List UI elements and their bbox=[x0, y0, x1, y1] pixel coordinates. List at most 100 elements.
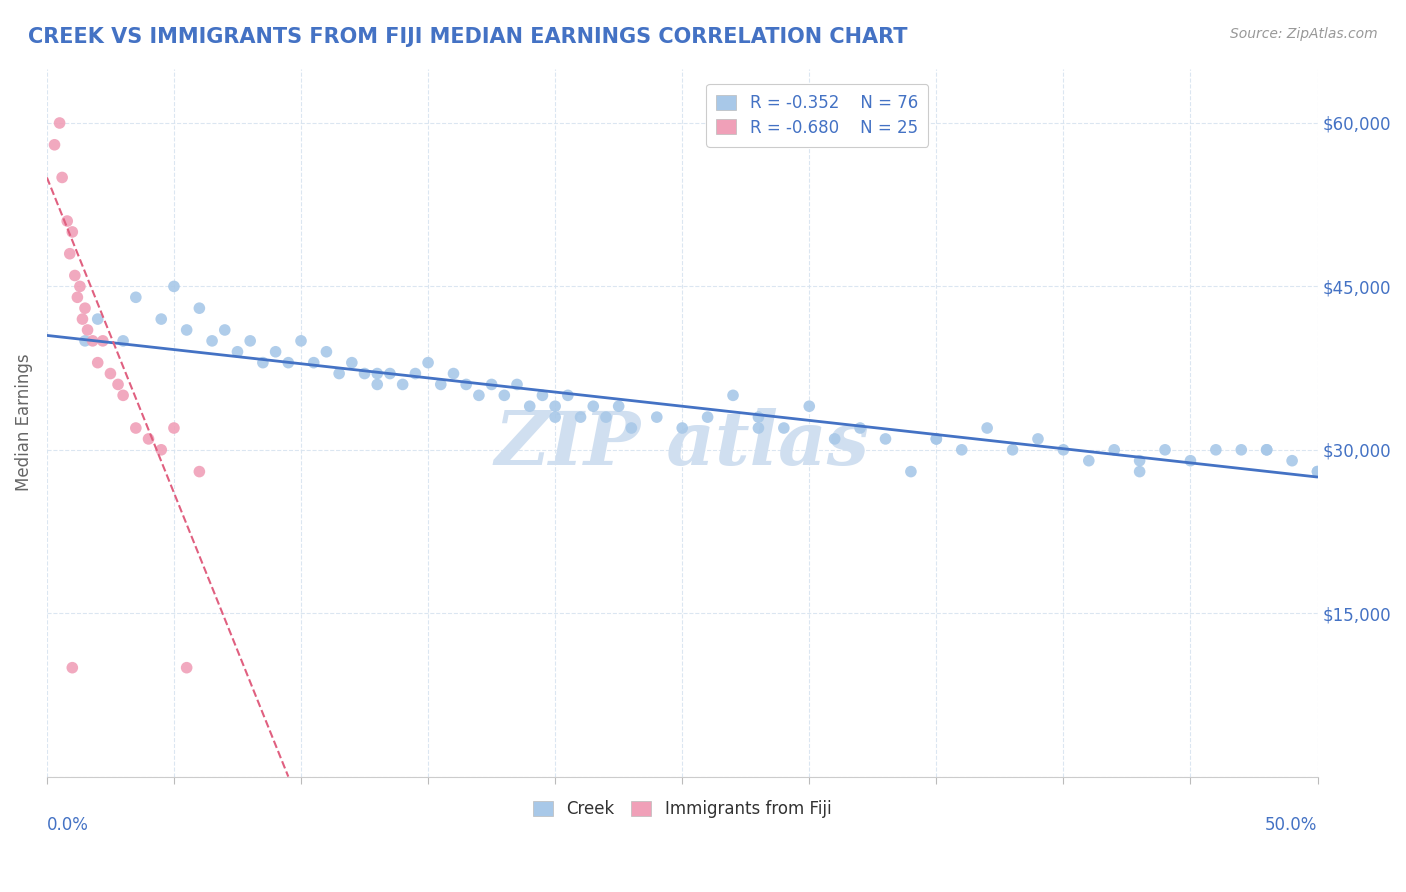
Point bbox=[176, 323, 198, 337]
Point bbox=[1077, 453, 1099, 467]
Point bbox=[925, 432, 948, 446]
Point bbox=[82, 334, 104, 348]
Point bbox=[950, 442, 973, 457]
Point bbox=[302, 356, 325, 370]
Text: ZIP atlas: ZIP atlas bbox=[495, 408, 870, 480]
Point bbox=[773, 421, 796, 435]
Point bbox=[1001, 442, 1024, 457]
Point bbox=[44, 137, 66, 152]
Point bbox=[125, 290, 148, 304]
Text: 0.0%: 0.0% bbox=[46, 815, 89, 833]
Point bbox=[900, 465, 922, 479]
Point bbox=[925, 432, 948, 446]
Text: CREEK VS IMMIGRANTS FROM FIJI MEDIAN EARNINGS CORRELATION CHART: CREEK VS IMMIGRANTS FROM FIJI MEDIAN EAR… bbox=[28, 27, 908, 46]
Point bbox=[1129, 465, 1152, 479]
Point bbox=[1306, 465, 1329, 479]
Point bbox=[494, 388, 516, 402]
Point bbox=[747, 410, 769, 425]
Point bbox=[671, 421, 693, 435]
Point bbox=[1129, 453, 1152, 467]
Point bbox=[391, 377, 413, 392]
Point bbox=[66, 290, 89, 304]
Point bbox=[188, 301, 211, 315]
Point bbox=[125, 421, 148, 435]
Point bbox=[188, 465, 211, 479]
Point bbox=[1256, 442, 1278, 457]
Point bbox=[1281, 453, 1303, 467]
Point bbox=[201, 334, 224, 348]
Point bbox=[747, 421, 769, 435]
Text: 50.0%: 50.0% bbox=[1265, 815, 1317, 833]
Point bbox=[73, 334, 96, 348]
Legend: Creek, Immigrants from Fiji: Creek, Immigrants from Fiji bbox=[526, 794, 838, 825]
Point bbox=[582, 399, 605, 413]
Point bbox=[531, 388, 554, 402]
Point bbox=[150, 312, 173, 326]
Y-axis label: Median Earnings: Median Earnings bbox=[15, 354, 32, 491]
Point bbox=[328, 367, 350, 381]
Point bbox=[481, 377, 503, 392]
Point bbox=[239, 334, 262, 348]
Point bbox=[63, 268, 86, 283]
Point bbox=[76, 323, 98, 337]
Point bbox=[1102, 442, 1125, 457]
Point bbox=[506, 377, 529, 392]
Point bbox=[1154, 442, 1177, 457]
Point bbox=[544, 399, 567, 413]
Point bbox=[91, 334, 114, 348]
Point bbox=[696, 410, 718, 425]
Point bbox=[1205, 442, 1227, 457]
Point bbox=[849, 421, 872, 435]
Point bbox=[176, 661, 198, 675]
Point bbox=[59, 246, 82, 260]
Point bbox=[252, 356, 274, 370]
Point bbox=[107, 377, 129, 392]
Point bbox=[315, 344, 337, 359]
Point bbox=[60, 225, 83, 239]
Point bbox=[456, 377, 478, 392]
Point bbox=[112, 388, 135, 402]
Point bbox=[290, 334, 312, 348]
Text: Source: ZipAtlas.com: Source: ZipAtlas.com bbox=[1230, 27, 1378, 41]
Point bbox=[569, 410, 592, 425]
Point bbox=[443, 367, 465, 381]
Point bbox=[163, 279, 186, 293]
Point bbox=[73, 301, 96, 315]
Point bbox=[645, 410, 668, 425]
Point bbox=[138, 432, 160, 446]
Point bbox=[366, 377, 388, 392]
Point bbox=[51, 170, 73, 185]
Point bbox=[56, 214, 79, 228]
Point bbox=[620, 421, 643, 435]
Point bbox=[976, 421, 998, 435]
Point bbox=[366, 367, 388, 381]
Point bbox=[48, 116, 70, 130]
Point bbox=[378, 367, 401, 381]
Point bbox=[1230, 442, 1253, 457]
Point bbox=[824, 432, 846, 446]
Point bbox=[72, 312, 94, 326]
Point bbox=[1026, 432, 1049, 446]
Point bbox=[112, 334, 135, 348]
Point bbox=[595, 410, 617, 425]
Point bbox=[468, 388, 491, 402]
Point bbox=[214, 323, 236, 337]
Point bbox=[607, 399, 630, 413]
Point bbox=[799, 399, 821, 413]
Point bbox=[430, 377, 453, 392]
Point bbox=[544, 410, 567, 425]
Point bbox=[86, 356, 108, 370]
Point bbox=[1180, 453, 1202, 467]
Point bbox=[721, 388, 744, 402]
Point bbox=[86, 312, 108, 326]
Point bbox=[519, 399, 541, 413]
Point bbox=[264, 344, 287, 359]
Point bbox=[1052, 442, 1074, 457]
Point bbox=[353, 367, 375, 381]
Point bbox=[163, 421, 186, 435]
Point bbox=[277, 356, 299, 370]
Point bbox=[416, 356, 439, 370]
Point bbox=[100, 367, 122, 381]
Point bbox=[69, 279, 91, 293]
Point bbox=[340, 356, 363, 370]
